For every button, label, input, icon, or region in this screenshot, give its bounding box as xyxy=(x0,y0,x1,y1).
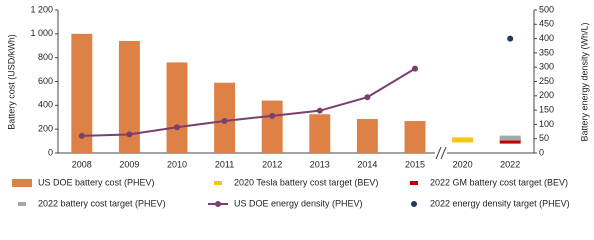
y-tick-label: 0 xyxy=(48,147,53,157)
target-point xyxy=(507,35,514,42)
line-marker xyxy=(221,117,228,124)
target-dash xyxy=(499,135,521,141)
y2-tick-label: 500 xyxy=(539,4,554,14)
line-marker xyxy=(174,124,180,131)
y-tick-label: 200 xyxy=(38,124,53,134)
line-marker xyxy=(316,107,323,114)
legend-swatch xyxy=(411,201,417,207)
x-tick-label: 2020 xyxy=(453,159,473,169)
legend-swatch xyxy=(410,181,418,185)
bar xyxy=(118,40,140,153)
legend-swatch xyxy=(18,202,26,206)
y2-tick-label: 100 xyxy=(539,119,554,129)
legend-label: 2022 battery cost target (PHEV) xyxy=(38,198,166,208)
bar xyxy=(166,62,188,153)
x-tick-label: 2008 xyxy=(72,159,92,169)
x-tick-label: 2010 xyxy=(167,159,187,169)
target-dash xyxy=(452,137,474,143)
y2-axis-title: Battery energy density (Wh/L) xyxy=(579,22,589,141)
chart: Battery cost (USD/kWh) Battery energy de… xyxy=(6,4,589,208)
y-tick-label: 1 200 xyxy=(30,4,53,14)
legend-label: 2022 energy density target (PHEV) xyxy=(430,198,570,208)
y2-tick-label: 400 xyxy=(539,33,554,43)
y2-tick-label: 450 xyxy=(539,19,554,29)
y2-tick-label: 150 xyxy=(539,104,554,114)
line xyxy=(81,67,416,137)
line-marker xyxy=(412,65,418,72)
target-dash xyxy=(499,138,521,144)
x-tick-label: 2012 xyxy=(262,159,282,169)
axis-break-line xyxy=(435,146,442,160)
y-tick-label: 800 xyxy=(38,52,53,62)
legend-label: 2022 GM battery cost target (BEV) xyxy=(430,177,568,187)
legend-label: US DOE battery cost (PHEV) xyxy=(38,177,155,187)
y2-tick-label: 300 xyxy=(539,62,554,72)
y2-tick-label: 200 xyxy=(539,90,554,100)
y-tick-label: 1 000 xyxy=(30,28,53,38)
bar xyxy=(261,100,283,153)
x-tick-label: 2015 xyxy=(405,159,425,169)
bar xyxy=(214,82,236,153)
x-tick-label: 2014 xyxy=(357,159,377,169)
axis-break-gap xyxy=(435,146,447,160)
y2-tick-label: 250 xyxy=(539,76,554,86)
legend-swatch xyxy=(215,201,221,207)
x-tick-label: 2009 xyxy=(119,159,139,169)
legend-label: 2020 Tesla battery cost target (BEV) xyxy=(234,177,378,187)
y2-tick-label: 0 xyxy=(539,147,544,157)
line-marker xyxy=(126,131,133,138)
axis-break-line xyxy=(440,146,447,160)
bar xyxy=(71,33,93,154)
bar xyxy=(356,119,378,153)
line-marker xyxy=(78,132,85,139)
line-marker xyxy=(364,94,371,101)
x-tick-label: 2022 xyxy=(500,159,520,169)
y-tick-label: 400 xyxy=(38,100,53,110)
y2-tick-label: 50 xyxy=(539,133,549,143)
x-tick-label: 2013 xyxy=(310,159,330,169)
bar xyxy=(404,121,426,153)
y-tick-label: 600 xyxy=(38,76,53,86)
y-axis-title: Battery cost (USD/kWh) xyxy=(6,34,16,130)
legend-swatch xyxy=(214,181,222,185)
legend-label: US DOE energy density (PHEV) xyxy=(234,198,363,208)
axis-break xyxy=(435,146,447,160)
bar xyxy=(309,114,331,153)
line-marker xyxy=(269,112,276,119)
y2-tick-label: 350 xyxy=(539,47,554,57)
x-tick-label: 2011 xyxy=(215,159,234,169)
legend-swatch xyxy=(12,179,32,187)
